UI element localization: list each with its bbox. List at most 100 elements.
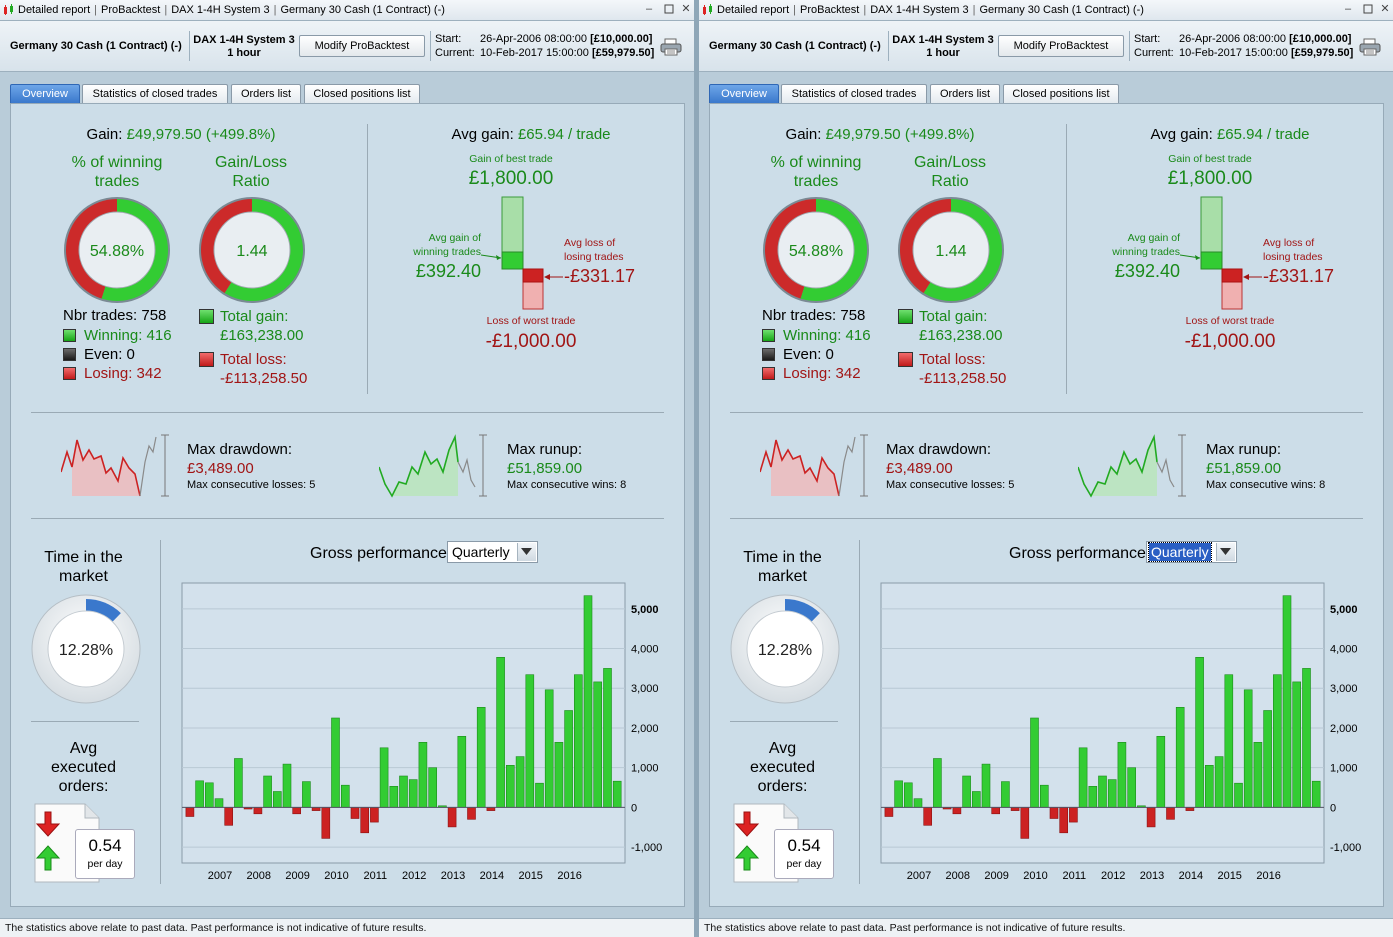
- printer-icon[interactable]: [660, 38, 682, 56]
- performance-bar: [913, 798, 923, 808]
- timeframe: 1 hour: [926, 47, 960, 59]
- buy-arrow-icon: [35, 845, 61, 871]
- performance-bar: [1224, 674, 1234, 808]
- even-label: Even:: [783, 346, 822, 363]
- buy-arrow-icon: [734, 845, 760, 871]
- tab-closed-positions-list[interactable]: Closed positions list: [304, 84, 420, 103]
- even-count: Even: 0: [783, 346, 834, 363]
- maximize-icon[interactable]: [662, 2, 676, 16]
- candlestick-app-icon: [4, 4, 13, 15]
- avg-loss-value: -£331.17: [1263, 266, 1335, 286]
- time-in-market-title-line: market: [59, 568, 108, 585]
- close-icon[interactable]: ✕: [1380, 3, 1390, 15]
- avg-loss-label: Avg loss of losing trades: [564, 236, 664, 264]
- close-icon[interactable]: ✕: [681, 3, 691, 15]
- winning-pct-title: % of winning trades: [47, 153, 187, 191]
- performance-bar: [1175, 707, 1185, 808]
- maximize-icon[interactable]: [1361, 2, 1375, 16]
- even-value: 0: [825, 346, 834, 363]
- tab-orders-list[interactable]: Orders list: [231, 84, 301, 103]
- avg-orders-title: Avg executed orders:: [31, 739, 136, 796]
- section-divider: [160, 540, 161, 884]
- x-tick-label: 2013: [1140, 870, 1164, 882]
- x-tick-label: 2011: [363, 870, 387, 882]
- section-divider: [31, 412, 664, 413]
- title-part: ProBacktest: [800, 4, 860, 16]
- window-title: Detailed report | ProBacktest | DAX 1-4H Sys…: [18, 4, 445, 16]
- system-name: DAX 1-4H System 3: [892, 34, 994, 46]
- ratio-title: Gain/Loss Ratio: [181, 153, 321, 191]
- max-drawdown-label: Max drawdown:: [187, 441, 293, 458]
- avg-win-label: Avg gain of winning trades: [399, 231, 481, 259]
- performance-bar: [1127, 767, 1136, 808]
- current-capital: [£59,979.50]: [1290, 47, 1354, 59]
- system-info: DAX 1-4H System 3 1 hour: [190, 31, 298, 61]
- performance-bar: [991, 807, 1000, 815]
- total-loss-value: -£113,258.50: [220, 370, 308, 387]
- max-consec-wins: Max consecutive wins: 8: [507, 479, 626, 491]
- performance-bar: [399, 775, 408, 808]
- modify-probacktest-button[interactable]: Modify ProBacktest: [998, 35, 1124, 57]
- performance-bar: [1069, 807, 1078, 823]
- avg-orders-title-line: executed: [51, 759, 116, 776]
- performance-bar: [408, 779, 418, 808]
- avg-loss-label: Avg loss of losing trades: [1263, 236, 1363, 264]
- chevron-down-icon[interactable]: [517, 543, 536, 561]
- current-value: 10-Feb-2017 15:00:00 [£59,979.50]: [480, 46, 654, 60]
- tab-statistics-closed-trades[interactable]: Statistics of closed trades: [781, 84, 927, 103]
- time-in-market-donut: 12.28%: [730, 594, 840, 704]
- tab-closed-positions-list[interactable]: Closed positions list: [1003, 84, 1119, 103]
- y-tick-label: -1,000: [1330, 842, 1361, 854]
- avg-loss-arrow-icon: [544, 274, 563, 280]
- max-consec-losses: Max consecutive losses: 5: [187, 479, 315, 491]
- gain-value: £49,979.50 (+499.8%): [825, 126, 975, 143]
- section-divider: [367, 124, 368, 394]
- backtest-dates: Start: 26-Apr-2006 08:00:00 [£10,000.00]…: [1129, 31, 1355, 61]
- total-gain-label: Total gain:: [919, 308, 988, 325]
- performance-bar: [282, 763, 292, 808]
- time-in-market-donut: 12.28%: [31, 594, 141, 704]
- runup-sparkline-icon: [379, 434, 487, 498]
- losing-legend-icon: [762, 367, 775, 380]
- winning-pct-title-line: % of winning: [770, 154, 862, 171]
- y-tick-label: 5,000: [631, 604, 659, 616]
- y-tick-label: 5,000: [1330, 604, 1358, 616]
- gross-period-dropdown[interactable]: Quarterly: [1146, 541, 1237, 563]
- avg-win-label-line: winning trades: [413, 246, 481, 258]
- performance-bar: [467, 807, 476, 820]
- avg-loss-label-line: losing trades: [564, 251, 624, 263]
- performance-bar: [1253, 742, 1263, 808]
- nbr-trades: Nbr trades: 758: [762, 307, 865, 324]
- x-tick-label: 2012: [402, 870, 426, 882]
- time-in-market-title-line: market: [758, 568, 807, 585]
- performance-bar: [1195, 657, 1204, 808]
- gross-period-dropdown[interactable]: Quarterly: [447, 541, 538, 563]
- avg-orders-box: 0.54 per day: [75, 829, 135, 879]
- performance-bar: [476, 707, 486, 808]
- gain-loss-ratio-donut: 1.44: [199, 197, 305, 303]
- performance-bar: [204, 782, 214, 808]
- trade-range-graphic: [1179, 196, 1243, 310]
- chevron-down-icon[interactable]: [1216, 543, 1235, 561]
- performance-bar: [496, 657, 505, 808]
- time-in-market-value: 12.28%: [59, 642, 113, 659]
- performance-bar: [331, 717, 340, 808]
- total-gain-value: £163,238.00: [220, 327, 304, 344]
- modify-probacktest-button[interactable]: Modify ProBacktest: [299, 35, 425, 57]
- minimize-icon[interactable]: –: [645, 3, 653, 15]
- title-part: ProBacktest: [101, 4, 161, 16]
- minimize-icon[interactable]: –: [1344, 3, 1352, 15]
- tab-statistics-closed-trades[interactable]: Statistics of closed trades: [82, 84, 228, 103]
- tab-overview[interactable]: Overview: [709, 84, 779, 103]
- gross-performance-chart: -1,000 0 1,000 2,000 3,000 4,000 5,000 2007 2008…: [880, 582, 1361, 882]
- tab-orders-list[interactable]: Orders list: [930, 84, 1000, 103]
- performance-bar: [525, 674, 535, 808]
- tab-overview[interactable]: Overview: [10, 84, 80, 103]
- performance-bar: [263, 775, 272, 808]
- section-divider: [730, 518, 1363, 519]
- total-gain-value: £163,238.00: [919, 327, 1003, 344]
- performance-bar: [981, 763, 991, 808]
- overview-content: Gain: £49,979.50 (+499.8%) % of winning …: [10, 103, 685, 907]
- avg-orders-unit: per day: [87, 858, 123, 870]
- printer-icon[interactable]: [1359, 38, 1381, 56]
